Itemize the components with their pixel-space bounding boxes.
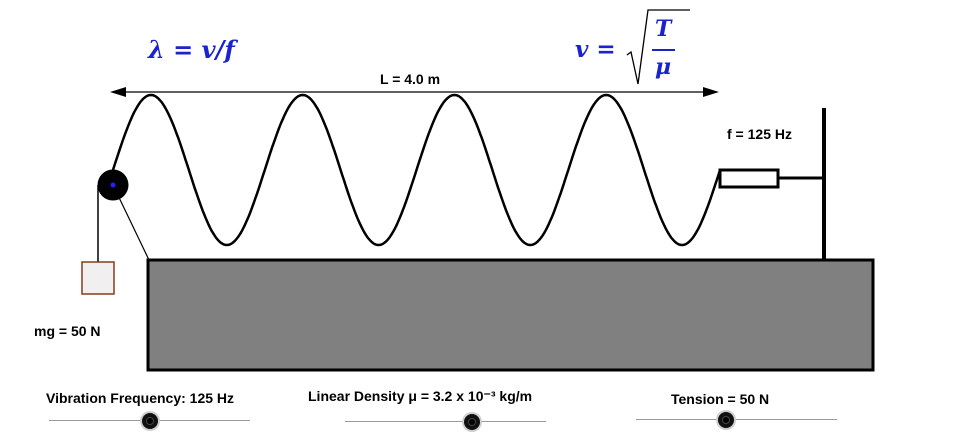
length-arrow-right-head: [703, 87, 719, 97]
density-slider-track[interactable]: [345, 421, 546, 422]
sqrt-radical: [626, 9, 690, 85]
weight-label: mg = 50 N: [34, 323, 101, 339]
frequency-label: f = 125 Hz: [727, 126, 792, 142]
density-slider-label: Linear Density μ = 3.2 x 10⁻³ kg/m: [308, 388, 533, 404]
speed-formula-lhs: v =: [575, 36, 616, 63]
tension-slider-label: Tension = 50 N: [671, 391, 770, 407]
hanging-mass: [81, 261, 115, 295]
wavelength-formula: λ = v/f: [148, 35, 235, 64]
table-block: [146, 258, 875, 372]
length-label: L = 4.0 m: [380, 71, 441, 87]
tension-slider[interactable]: [636, 410, 837, 430]
pulley-axle: [110, 182, 116, 188]
speed-formula-numerator: T: [655, 16, 672, 42]
length-arrow-left-head: [110, 87, 126, 97]
vibrator-box: [718, 168, 780, 189]
density-slider[interactable]: [345, 412, 546, 432]
tension-slider-track[interactable]: [636, 419, 837, 420]
frequency-slider-label: Vibration Frequency: 125 Hz: [46, 390, 235, 406]
speed-formula-denominator: μ: [655, 54, 672, 80]
tension-slider-handle[interactable]: [718, 412, 735, 428]
standing-wave-string: [111, 93, 722, 247]
frequency-slider-handle[interactable]: [141, 413, 158, 429]
density-slider-handle[interactable]: [463, 414, 480, 430]
frequency-slider[interactable]: [49, 411, 250, 431]
